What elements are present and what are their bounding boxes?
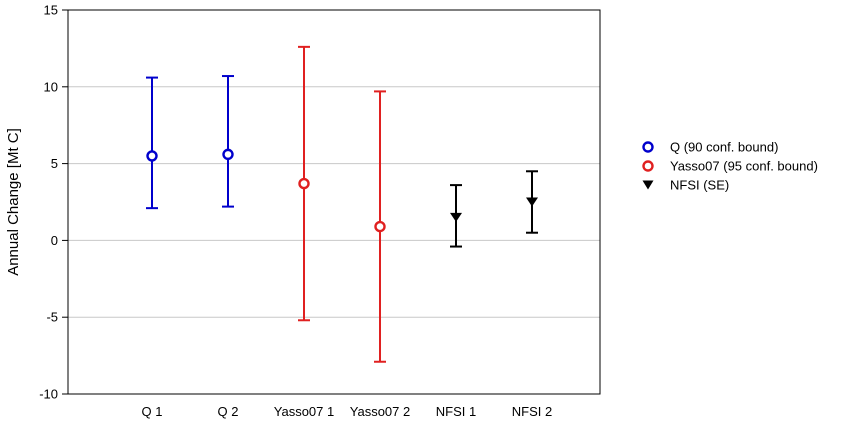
legend-marker-circle [642, 141, 654, 153]
data-point-circle [374, 220, 386, 233]
legend-marker-circle [642, 160, 654, 172]
legend-label: Q (90 conf. bound) [670, 140, 778, 155]
x-tick-label: NFSI 1 [436, 404, 476, 419]
plot-frame [67, 9, 601, 395]
x-axis-ticks: Q 1 Q 2 Yasso07 1 Yasso07 2 NFSI 1 NFSI 2 [142, 404, 553, 419]
data-point-circle [146, 150, 158, 162]
y-tick-label: 10 [44, 79, 58, 94]
legend-label: Yasso07 (95 conf. bound) [670, 159, 818, 174]
y-tick-label: -5 [46, 310, 58, 325]
data-point-triangle [450, 212, 462, 222]
legend: Q (90 conf. bound) Yasso07 (95 conf. boun… [642, 140, 818, 193]
y-axis-ticks: -10 -5 0 5 10 15 [39, 3, 68, 402]
y-tick-label: -10 [39, 387, 58, 402]
y-tick-label: 5 [51, 156, 58, 171]
data-point-circle [222, 148, 234, 161]
x-tick-label: Yasso07 1 [274, 404, 334, 419]
x-tick-label: Q 2 [218, 404, 239, 419]
series-yasso07 [298, 45, 386, 363]
legend-label: NFSI (SE) [670, 178, 729, 193]
x-tick-label: Q 1 [142, 404, 163, 419]
data-point-circle [298, 177, 310, 190]
y-axis-title: Annual Change [Mt C] [5, 128, 22, 276]
y-tick-label: 15 [44, 3, 58, 18]
gridlines [68, 86, 600, 318]
data-point-triangle [526, 197, 538, 207]
legend-marker-triangle [642, 180, 654, 190]
series-nfsi [450, 170, 538, 248]
series-layer [146, 45, 538, 363]
y-tick-label: 0 [51, 233, 58, 248]
x-tick-label: NFSI 2 [512, 404, 552, 419]
x-tick-label: Yasso07 2 [350, 404, 410, 419]
series-q [146, 75, 234, 210]
